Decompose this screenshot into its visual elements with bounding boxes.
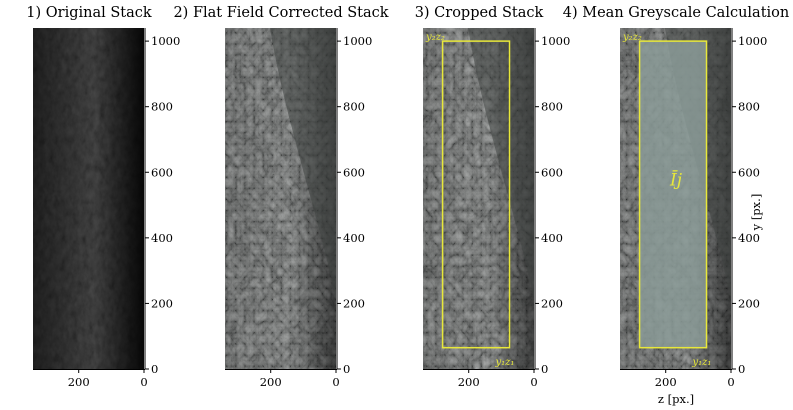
y-tick-label: 0 — [541, 362, 548, 376]
y-tick-label: 600 — [738, 165, 760, 179]
x-tick-label: 200 — [68, 375, 90, 389]
panel-title: 1) Original Stack — [26, 5, 152, 21]
y-tick-label: 200 — [343, 296, 365, 310]
y-tick-label: 1000 — [738, 34, 767, 48]
image-area — [225, 28, 336, 369]
mean-label: Īj — [669, 169, 683, 190]
image-area — [33, 28, 144, 369]
x-tick-label: 200 — [655, 375, 677, 389]
y-tick-label: 800 — [343, 100, 365, 114]
crop-box — [441, 40, 511, 349]
y-tick-label: 1000 — [343, 34, 372, 48]
x-tick-label: 200 — [260, 375, 282, 389]
panel-title: 3) Cropped Stack — [415, 5, 544, 21]
y-tick-label: 400 — [343, 231, 365, 245]
y-tick-label: 200 — [151, 296, 173, 310]
y-tick-label: 200 — [541, 296, 563, 310]
corner-label-top: y₂z₂ — [425, 32, 445, 43]
y-tick-label: 400 — [151, 231, 173, 245]
y-tick-label: 600 — [541, 165, 563, 179]
y-tick-label: 1000 — [151, 34, 180, 48]
y-tick-label: 600 — [343, 165, 365, 179]
y-tick-label: 200 — [738, 296, 760, 310]
x-tick-label: 0 — [140, 375, 147, 389]
y-tick-label: 0 — [343, 362, 350, 376]
y-axis-label: y [px.] — [749, 194, 763, 232]
corner-label-bottom: y₁z₁ — [495, 357, 515, 368]
y-tick-label: 0 — [738, 362, 745, 376]
y-tick-label: 800 — [151, 100, 173, 114]
y-tick-label: 800 — [541, 100, 563, 114]
mean-region — [639, 41, 707, 348]
y-tick-label: 600 — [151, 165, 173, 179]
y-tick-label: 0 — [151, 362, 158, 376]
y-tick-label: 800 — [738, 100, 760, 114]
x-axis-label: z [px.] — [658, 392, 694, 406]
panel-title: 4) Mean Greyscale Calculation — [563, 5, 790, 21]
corner-label-bottom: y₁z₁ — [692, 357, 712, 368]
panel-cropped: 3) Cropped Stack 0 200 400 600 800 1000 200 0 y₂… — [415, 5, 571, 389]
panel-title: 2) Flat Field Corrected Stack — [173, 5, 388, 21]
y-tick-label: 400 — [738, 231, 760, 245]
crop-box — [638, 40, 708, 349]
corner-label-top: y₂z₂ — [622, 32, 642, 43]
image-area — [423, 28, 534, 369]
panel-original: 1) Original Stack 0 200 400 600 800 1000 200 0 — [26, 5, 180, 389]
x-tick-label: 200 — [458, 375, 480, 389]
panel-mean: 4) Mean Greyscale Calculation 0 200 400 600… — [563, 5, 790, 389]
x-tick-label: 0 — [727, 375, 734, 389]
y-tick-label: 1000 — [541, 34, 570, 48]
x-tick-label: 0 — [332, 375, 339, 389]
y-tick-label: 400 — [541, 231, 563, 245]
x-tick-label: 0 — [530, 375, 537, 389]
panel-flat-field: 2) Flat Field Corrected Stack 0 200 400 600… — [173, 5, 388, 389]
